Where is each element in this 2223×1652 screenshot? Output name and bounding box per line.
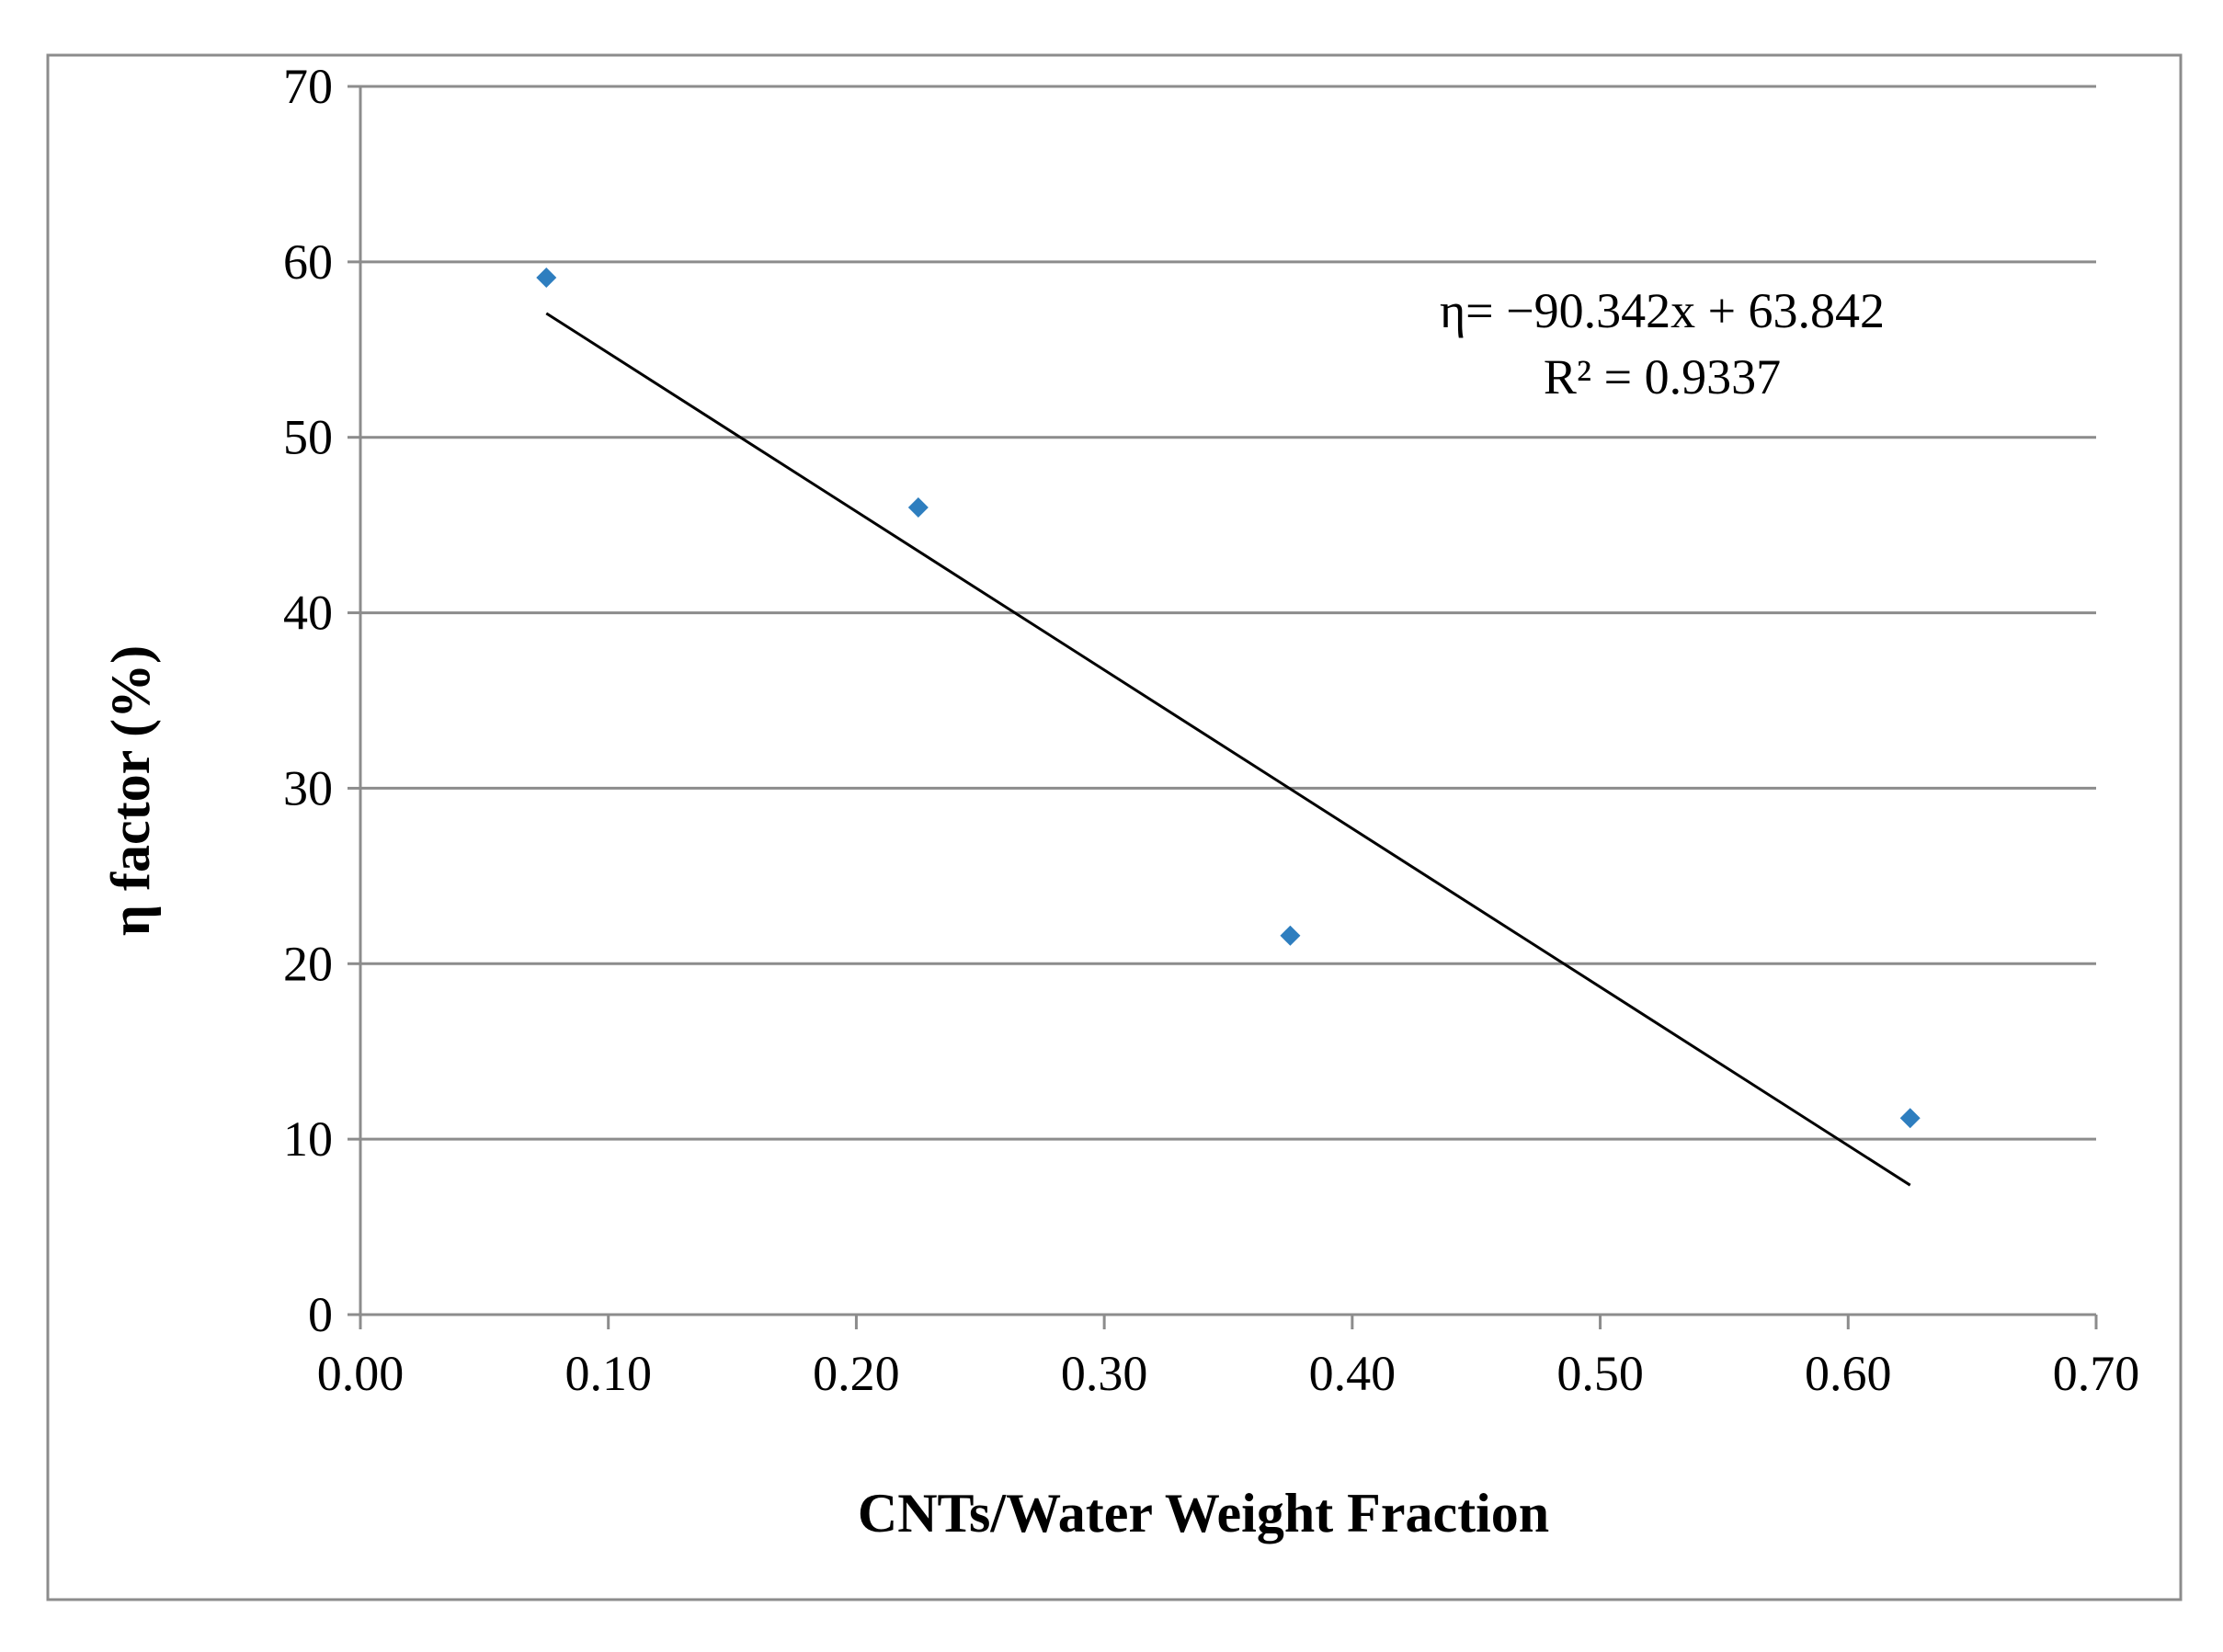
y-tick-label-50: 50 xyxy=(283,410,333,465)
y-tick-label-60: 60 xyxy=(283,234,333,290)
y-tick-label-10: 10 xyxy=(283,1111,333,1167)
y-tick-label-0: 0 xyxy=(308,1287,333,1342)
data-point-3 xyxy=(1280,925,1301,946)
y-tick-label-70: 70 xyxy=(283,59,333,114)
data-point-4 xyxy=(1899,1108,1921,1129)
x-tick-label-0.60: 0.60 xyxy=(1805,1346,1892,1401)
data-point-1 xyxy=(536,268,557,289)
equation-annotation: η= −90.342x + 63.842 xyxy=(1440,283,1885,338)
x-tick-label-0.40: 0.40 xyxy=(1309,1346,1396,1401)
y-axis-title: η factor (%) xyxy=(100,645,161,936)
x-tick-label-0.70: 0.70 xyxy=(2053,1346,2140,1401)
y-tick-label-40: 40 xyxy=(283,586,333,641)
x-tick-label-0.20: 0.20 xyxy=(813,1346,900,1401)
y-tick-label-30: 30 xyxy=(283,760,333,815)
x-axis-title: CNTs/Water Weight Fraction xyxy=(858,1483,1549,1544)
x-tick-label-0.00: 0.00 xyxy=(317,1346,405,1401)
trendline-layer xyxy=(545,312,1911,1187)
y-tick-label-20: 20 xyxy=(283,936,333,991)
x-tick-label-0.10: 0.10 xyxy=(564,1346,652,1401)
data-points xyxy=(536,268,1921,1129)
chart-frame xyxy=(46,53,2183,1601)
axes xyxy=(348,85,2098,1329)
x-tick-label-0.30: 0.30 xyxy=(1061,1346,1148,1401)
r-squared-annotation: R² = 0.9337 xyxy=(1544,349,1781,404)
trendline xyxy=(545,312,1911,1187)
y-tick-labels: 0 10 20 30 40 50 60 70 xyxy=(283,59,333,1342)
x-tick-labels: 0.00 0.10 0.20 0.30 0.40 0.50 0.60 0.70 xyxy=(317,1346,2140,1401)
gridlines xyxy=(360,85,2096,1141)
data-point-2 xyxy=(907,497,929,518)
x-tick-label-0.50: 0.50 xyxy=(1556,1346,1644,1401)
